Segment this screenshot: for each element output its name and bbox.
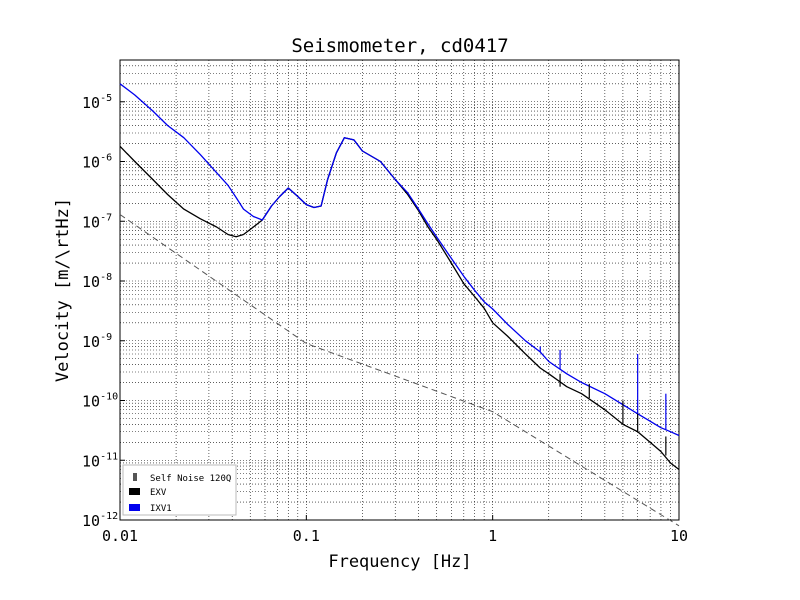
x-tick-label: 10: [670, 527, 688, 545]
x-tick-labels: 0.01 0.1 1 10: [102, 515, 688, 545]
y-axis-label: Velocity [m/\rtHz]: [53, 198, 73, 382]
y-tick-exponent: -6: [100, 153, 112, 164]
series-line-exv: [119, 137, 680, 471]
y-tick-label: 10-9: [82, 332, 112, 351]
legend-swatch-ixv1: [129, 504, 140, 511]
x-tick-label: 0.01: [102, 527, 138, 545]
legend-swatch-exv: [129, 488, 140, 495]
series-layer: [119, 83, 680, 527]
y-tick-label: 10-8: [82, 272, 112, 291]
legend-label-self-noise: Self Noise 120Q: [150, 474, 231, 484]
chart-title: Seismometer, cd0417: [291, 35, 508, 57]
series-line-ixv1: [119, 83, 680, 437]
legend: Self Noise 120Q EXV IXV1: [122, 464, 237, 516]
y-tick-exponent: -11: [100, 451, 118, 462]
y-tick-exponent: -8: [100, 272, 112, 283]
legend-label-ixv1: IXV1: [150, 504, 172, 514]
y-tick-exponent: -12: [100, 511, 118, 522]
plot-area: [119, 59, 680, 521]
legend-label-exv: EXV: [150, 488, 167, 498]
y-tick-label: 10-7: [82, 212, 112, 231]
y-tick-label: 10-6: [82, 153, 112, 172]
y-tick-label: 10-10: [82, 392, 118, 411]
series-line-self-noise-120q: [119, 214, 680, 527]
x-tick-label: 0.1: [293, 527, 320, 545]
x-tick-label: 1: [488, 527, 497, 545]
y-tick-exponent: -5: [100, 93, 112, 104]
y-tick-label: 10-11: [82, 451, 118, 470]
legend-box: [122, 464, 237, 516]
y-tick-exponent: -10: [100, 392, 118, 403]
plot-frame: [119, 59, 680, 521]
grid-lines: [119, 59, 679, 521]
x-axis-label: Frequency [Hz]: [328, 552, 471, 572]
y-tick-exponent: -7: [100, 212, 112, 223]
legend-swatch-self-noise: [133, 473, 137, 481]
y-tick-exponent: -9: [100, 332, 112, 343]
y-tick-label: 10-5: [82, 93, 112, 112]
